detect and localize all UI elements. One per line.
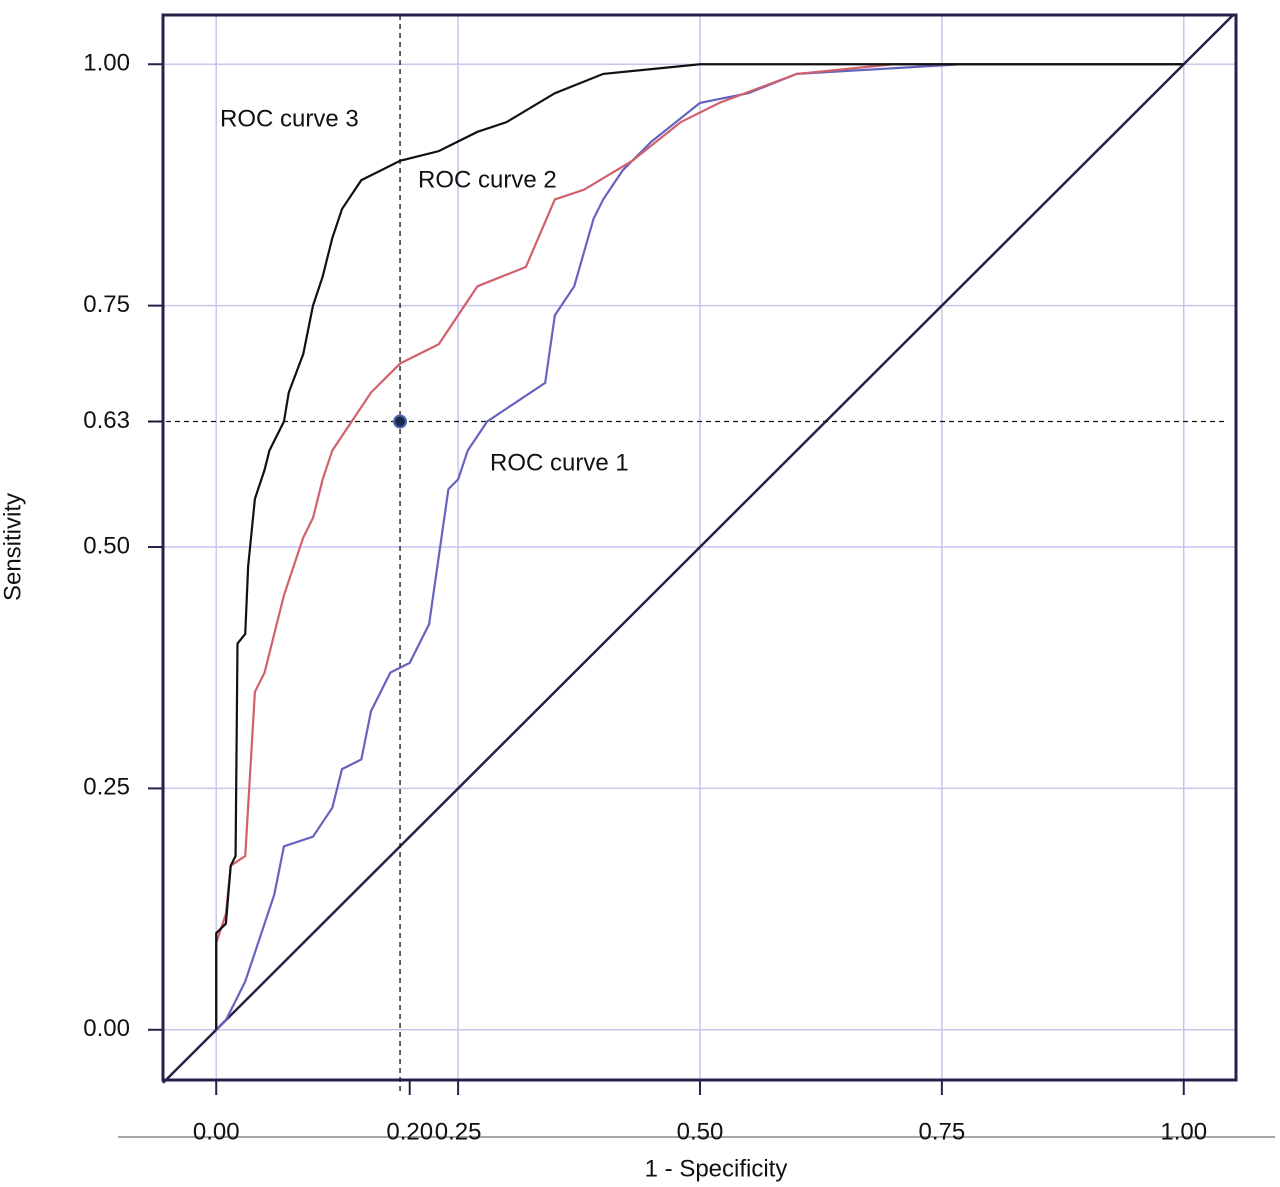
curve-label: ROC curve 2 (418, 166, 557, 193)
roc-curve (215, 63, 1184, 1030)
y-axis-label: Sensitivity (0, 493, 26, 601)
x-tick-label: 0.50 (677, 1118, 724, 1145)
y-tick-label: 0.75 (83, 291, 130, 318)
roc-curve (215, 63, 1184, 1030)
x-axis-label: 1 - Specificity (645, 1155, 788, 1182)
cutoff-point (393, 414, 408, 429)
y-tick-label: 0.50 (83, 532, 130, 559)
plot-frame (161, 13, 1238, 1082)
x-tick-label: 1.00 (1160, 1118, 1207, 1145)
curve-label: ROC curve 3 (220, 105, 359, 132)
x-tick-label: 0.20 (386, 1118, 433, 1145)
x-tick-label: 0.75 (919, 1118, 966, 1145)
y-tick-label: 0.00 (83, 1015, 130, 1042)
y-tick-label: 0.63 (83, 407, 130, 434)
curve-label: ROC curve 1 (490, 449, 629, 476)
y-tick-label: 1.00 (83, 50, 130, 77)
x-tick-label: 0.25 (435, 1118, 482, 1145)
x-tick-label: 0.00 (193, 1118, 240, 1145)
diagonal (162, 14, 1234, 1084)
y-tick-label: 0.25 (83, 774, 130, 801)
